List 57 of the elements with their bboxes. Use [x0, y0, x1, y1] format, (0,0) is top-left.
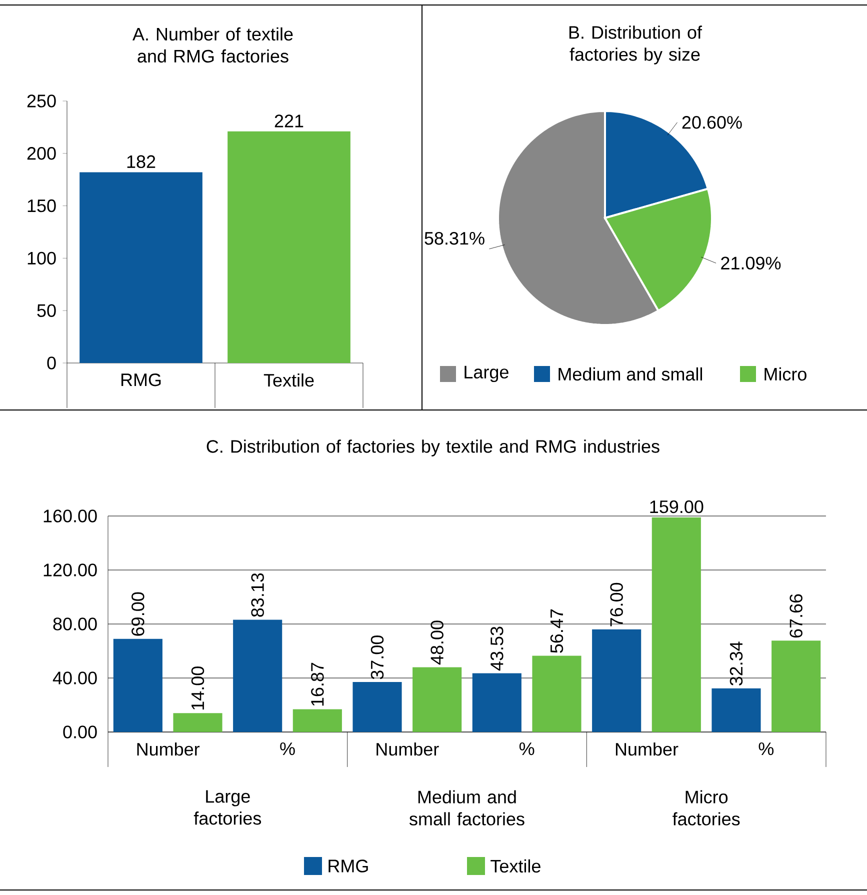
- data-label: 159.00: [650, 500, 704, 514]
- x-tick-label: Number: [376, 742, 439, 756]
- data-label: 21.09%: [721, 256, 781, 270]
- bar: [472, 673, 522, 732]
- bar: [292, 709, 342, 732]
- data-label: 32.34: [730, 642, 743, 686]
- data-label: 20.60%: [682, 116, 742, 129]
- legend-label: Micro: [764, 367, 806, 381]
- data-label: 221: [274, 114, 304, 128]
- bar: [772, 640, 821, 732]
- text: Micro factories: [672, 790, 740, 826]
- x-tick-label: %: [519, 742, 534, 756]
- data-label: 16.87: [311, 662, 324, 706]
- y-tick-label: 100: [28, 252, 56, 265]
- legend-label: RMG: [328, 860, 368, 872]
- bar: [712, 688, 761, 732]
- y-tick-label: 160.00: [44, 510, 97, 522]
- data-label: 56.47: [550, 609, 564, 653]
- chart-title: C. Distribution of factories by textile and RMG industries: [206, 440, 660, 456]
- chart-title: A. Number of textile and RMG factories: [132, 27, 293, 63]
- data-label: 83.13: [251, 573, 264, 617]
- text: Medium and small factories: [409, 790, 524, 826]
- bar: [233, 620, 282, 732]
- data-label: 69.00: [132, 592, 144, 636]
- data-label: 76.00: [610, 582, 623, 626]
- bar: [173, 713, 222, 732]
- x-tick-label: %: [758, 742, 774, 756]
- x-tick-label: %: [280, 742, 295, 756]
- bar: [652, 517, 701, 732]
- data-label: 67.66: [790, 594, 802, 638]
- text: Large factories: [194, 790, 262, 825]
- y-tick-label: 250: [27, 94, 56, 108]
- data-label: 182: [127, 155, 156, 168]
- y-tick-label: 50: [37, 304, 56, 317]
- legend-label: Large: [464, 366, 508, 382]
- y-tick-label: 0.00: [63, 726, 97, 738]
- y-tick-label: 150: [28, 199, 56, 212]
- bar: [113, 638, 162, 732]
- y-tick-label: 200: [27, 147, 56, 160]
- legend-label: Medium and small: [558, 367, 702, 381]
- x-tick-label: Number: [616, 742, 678, 756]
- y-tick-label: 40.00: [52, 672, 97, 684]
- data-label: 14.00: [191, 666, 204, 710]
- y-tick-label: 0: [47, 356, 56, 370]
- data-label: 48.00: [430, 620, 444, 665]
- chart-title: B. Distribution of factories by size: [569, 26, 702, 64]
- data-label: 37.00: [370, 636, 384, 680]
- x-tick-label: Number: [137, 742, 200, 756]
- bar: [352, 682, 402, 732]
- bar: [532, 656, 582, 732]
- data-label: 58.31%: [424, 232, 484, 245]
- bar: [412, 667, 462, 732]
- legend-label: Textile: [490, 859, 540, 873]
- y-tick-label: 120.00: [44, 564, 97, 576]
- y-tick-label: 80.00: [53, 618, 97, 630]
- bar: [592, 629, 642, 732]
- data-label: 43.53: [490, 626, 504, 671]
